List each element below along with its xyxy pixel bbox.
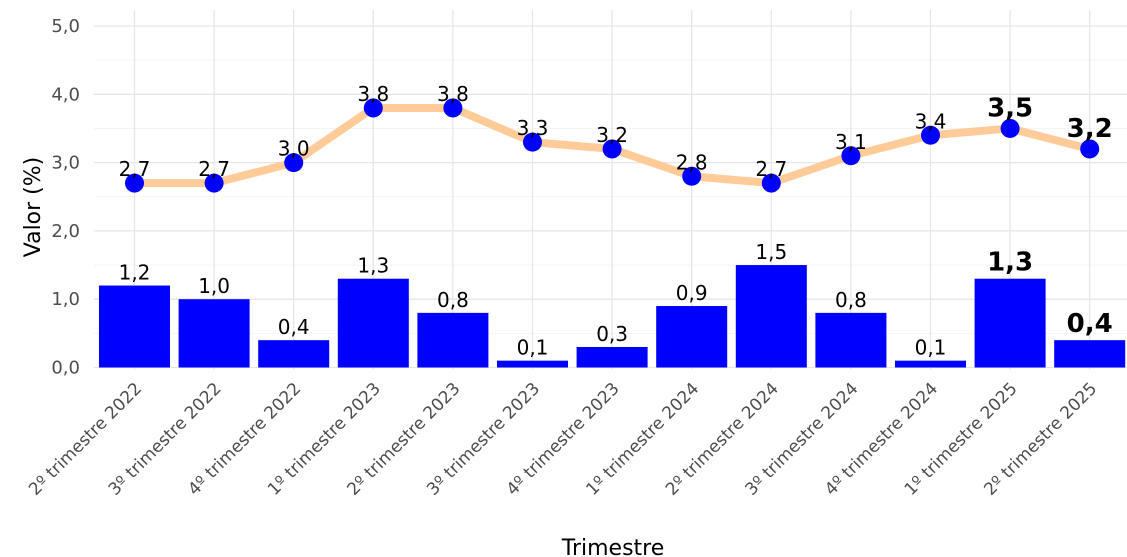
bar-value-label: 0,8 bbox=[835, 288, 867, 312]
bar-value-label: 0,4 bbox=[1067, 309, 1113, 339]
bar-value-label: 0,1 bbox=[915, 336, 947, 360]
bar-labels: 1,2 1,0 0,4 1,3 0,8 0,1 0,3 0,9 1,5 0,8 0,1 1,3 0,4 bbox=[119, 240, 1113, 360]
y-tick-label: 2,0 bbox=[51, 221, 80, 242]
line-point bbox=[523, 132, 542, 152]
line-point bbox=[841, 146, 861, 166]
bar bbox=[815, 312, 887, 368]
line-point bbox=[682, 166, 702, 186]
bar bbox=[735, 265, 807, 368]
bar-value-label: 1,2 bbox=[119, 261, 151, 285]
bar bbox=[337, 278, 409, 368]
point-value-label: 3,8 bbox=[437, 82, 469, 106]
y-tick-label: 1,0 bbox=[51, 289, 80, 310]
bar bbox=[497, 360, 568, 368]
line-point bbox=[602, 139, 622, 159]
bar-value-label: 1,3 bbox=[357, 254, 389, 278]
bar-value-label: 1,0 bbox=[198, 274, 230, 298]
line-point bbox=[921, 125, 940, 145]
line-point bbox=[1080, 139, 1100, 159]
point-value-label: 3,5 bbox=[987, 93, 1033, 123]
bar-value-label: 0,9 bbox=[676, 281, 708, 305]
line-point bbox=[443, 98, 463, 118]
bar-value-label: 0,3 bbox=[596, 322, 628, 346]
bar-value-label: 1,5 bbox=[755, 240, 787, 264]
bar-value-label: 0,8 bbox=[437, 288, 469, 312]
bar bbox=[576, 347, 648, 368]
point-value-label: 2,7 bbox=[198, 157, 230, 181]
point-value-label: 3,8 bbox=[357, 82, 389, 106]
point-value-label: 3,4 bbox=[915, 109, 947, 133]
line-point bbox=[204, 173, 224, 193]
bar-value-label: 0,4 bbox=[278, 315, 310, 339]
point-value-label: 3,0 bbox=[278, 137, 310, 161]
bar bbox=[99, 285, 170, 368]
point-value-label: 2,7 bbox=[755, 157, 787, 181]
point-value-label: 3,3 bbox=[517, 116, 549, 140]
points bbox=[125, 98, 1100, 193]
line-point bbox=[284, 153, 304, 173]
point-value-label: 2,8 bbox=[676, 150, 708, 174]
bar bbox=[974, 278, 1046, 368]
line-point bbox=[363, 98, 383, 118]
line-point bbox=[1000, 118, 1020, 138]
point-value-label: 3,2 bbox=[1067, 114, 1113, 144]
point-value-label: 2,7 bbox=[119, 157, 151, 181]
bar bbox=[258, 340, 330, 368]
y-axis-ticks: 0,0 1,0 2,0 3,0 4,0 5,0 bbox=[51, 16, 80, 379]
bar bbox=[656, 306, 728, 368]
y-tick-label: 3,0 bbox=[51, 153, 80, 174]
line-point bbox=[125, 173, 144, 193]
line-point bbox=[761, 173, 781, 193]
y-axis-title: Valor (%) bbox=[21, 157, 46, 258]
point-value-label: 3,1 bbox=[835, 130, 867, 154]
bar-value-label: 0,1 bbox=[517, 336, 549, 360]
point-value-label: 3,2 bbox=[596, 123, 628, 147]
bar-value-label: 1,3 bbox=[987, 248, 1033, 278]
point-labels: 2,7 2,7 3,0 3,8 3,8 3,3 3,2 2,8 2,7 3,1 3,4 3,5 3,2 bbox=[119, 82, 1113, 181]
bar bbox=[417, 312, 489, 368]
bar bbox=[1054, 340, 1126, 368]
bar bbox=[895, 360, 966, 368]
x-axis-title: Trimestre bbox=[561, 536, 665, 557]
bars bbox=[99, 265, 1126, 368]
y-tick-label: 5,0 bbox=[51, 16, 80, 37]
y-tick-label: 0,0 bbox=[51, 358, 80, 379]
y-tick-label: 4,0 bbox=[51, 84, 80, 105]
bar bbox=[178, 299, 250, 368]
